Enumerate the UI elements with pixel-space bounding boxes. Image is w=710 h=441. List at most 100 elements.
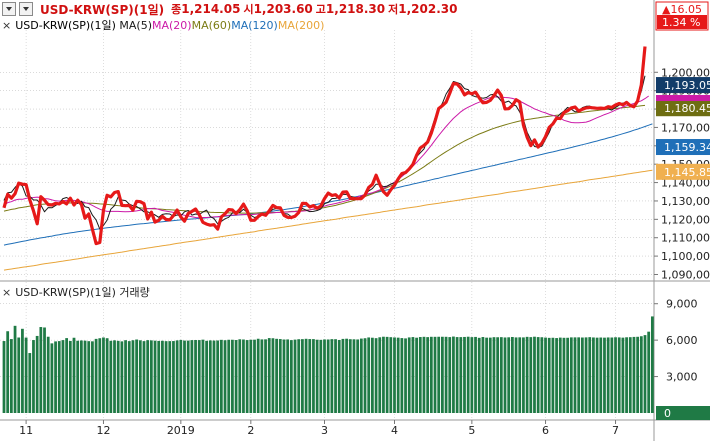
volume-bar xyxy=(470,337,474,413)
x-tick-label: 7 xyxy=(612,424,619,437)
price-tag-label: 1,159.34 xyxy=(664,141,710,154)
volume-bar xyxy=(201,339,205,413)
open-label: 시 xyxy=(243,3,254,16)
volume-bar xyxy=(359,338,363,413)
volume-bar xyxy=(227,339,231,413)
x-tick-label: 5 xyxy=(468,424,475,437)
volume-bar xyxy=(503,337,507,413)
volume-bar xyxy=(356,339,360,413)
price-tick-label: 1,110,00 xyxy=(661,232,710,245)
price-tag-bg xyxy=(656,77,710,94)
legend-ma200: MA(200) xyxy=(277,19,325,32)
volume-bar xyxy=(267,338,271,413)
volume-bar xyxy=(536,337,540,413)
volume-bar xyxy=(168,341,172,413)
volume-legend-text: USD-KRW(SP)(1일) 거래량 xyxy=(15,286,150,299)
volume-bar xyxy=(61,340,65,413)
volume-bar xyxy=(172,341,175,413)
volume-bar xyxy=(98,338,102,413)
volume-bar xyxy=(124,340,127,413)
close-label: 종 xyxy=(171,3,182,16)
volume-bar xyxy=(186,340,190,413)
volume-bar xyxy=(529,337,533,413)
open-value: 1,203.60 xyxy=(253,2,313,16)
volume-bar xyxy=(6,331,10,413)
volume-bar xyxy=(142,341,146,413)
volume-bar xyxy=(249,339,253,413)
volume-bar xyxy=(219,339,223,413)
volume-bar xyxy=(32,340,35,413)
collapse-button[interactable] xyxy=(2,2,16,16)
volume-bar xyxy=(474,336,477,413)
legend-ma60: MA(60) xyxy=(191,19,232,32)
volume-bar xyxy=(617,337,621,413)
volume-bar xyxy=(105,338,109,413)
volume-bar xyxy=(411,337,415,413)
change-pct: 1.34 % xyxy=(662,16,700,29)
volume-bar xyxy=(54,341,57,413)
volume-bar xyxy=(68,340,72,413)
volume-bar xyxy=(289,340,293,413)
x-tick-label: 3 xyxy=(321,424,328,437)
volume-bar xyxy=(345,338,348,413)
volume-bar xyxy=(109,340,113,413)
volume-bar xyxy=(297,339,301,413)
volume-bar xyxy=(260,339,264,413)
volume-bar xyxy=(256,338,260,413)
volume-bar xyxy=(407,337,411,413)
volume-bar xyxy=(21,328,24,413)
change-value: ▲16.05 xyxy=(662,3,702,16)
volume-bar xyxy=(120,341,124,413)
volume-bar xyxy=(426,337,430,413)
volume-bar xyxy=(76,340,80,413)
volume-bar xyxy=(363,338,367,413)
volume-bar xyxy=(499,337,503,413)
volume-bar xyxy=(555,338,558,413)
volume-bar xyxy=(312,339,315,413)
volume-bar xyxy=(415,337,418,413)
volume-bar xyxy=(599,337,603,413)
settings-dropdown-button[interactable] xyxy=(19,2,33,16)
volume-bar xyxy=(131,340,135,413)
volume-bar xyxy=(441,336,444,413)
low-value: 1,202.30 xyxy=(398,2,458,16)
volume-bar xyxy=(282,339,286,413)
volume-bar xyxy=(525,336,529,413)
volume-bar xyxy=(592,337,595,413)
volume-bar xyxy=(208,340,212,413)
volume-bar xyxy=(293,339,297,413)
price-tag-bg xyxy=(656,163,710,180)
volume-bar xyxy=(569,337,573,413)
volume-bar xyxy=(603,337,606,413)
volume-bar xyxy=(39,327,43,413)
close-icon[interactable]: × xyxy=(2,286,12,299)
volume-bar xyxy=(477,337,481,413)
close-icon[interactable]: × xyxy=(2,19,12,32)
volume-bar xyxy=(197,340,201,413)
volume-bar xyxy=(65,338,69,413)
x-tick-label: 2 xyxy=(247,424,254,437)
volume-bar xyxy=(551,337,555,413)
price-tag-bg xyxy=(656,100,710,117)
x-tick-label: 12 xyxy=(96,424,110,437)
volume-bar xyxy=(595,337,599,413)
price-tick-label: 1,170,00 xyxy=(661,121,710,134)
volume-bar xyxy=(127,341,131,413)
volume-bar xyxy=(24,337,28,413)
series-line-ma60 xyxy=(3,104,646,214)
volume-bar xyxy=(238,339,242,413)
volume-bar xyxy=(326,339,330,413)
volume-bar xyxy=(50,343,54,413)
volume-bar xyxy=(510,336,514,413)
volume-bar xyxy=(636,336,640,413)
volume-bar xyxy=(466,336,470,413)
volume-bar xyxy=(46,336,50,413)
price-tick-label: 1,100,00 xyxy=(661,250,710,263)
volume-bar xyxy=(337,339,341,413)
volume-bar xyxy=(330,339,334,413)
volume-legend: × USD-KRW(SP)(1일) 거래량 xyxy=(2,284,150,300)
volume-bar xyxy=(418,337,422,413)
volume-bar xyxy=(547,337,551,413)
volume-bar xyxy=(315,339,319,413)
